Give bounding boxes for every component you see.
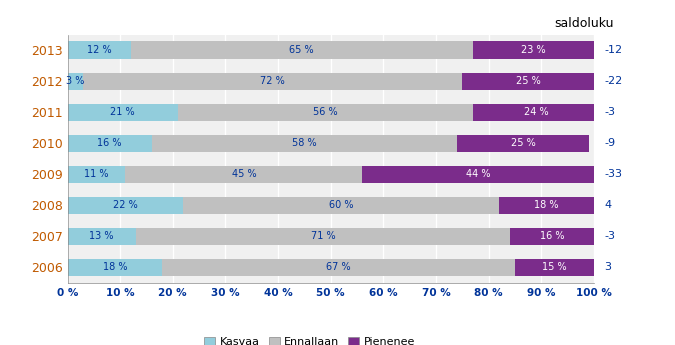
Text: -22: -22 — [605, 76, 623, 86]
Bar — [136, 228, 510, 245]
Text: 22 %: 22 % — [113, 200, 138, 210]
Bar — [68, 41, 131, 59]
Text: 25 %: 25 % — [516, 76, 541, 86]
Text: 18 %: 18 % — [103, 263, 127, 272]
Text: 13 %: 13 % — [90, 231, 114, 241]
Text: 23 %: 23 % — [521, 45, 546, 55]
Text: 24 %: 24 % — [524, 107, 548, 117]
Text: 56 %: 56 % — [313, 107, 338, 117]
Text: saldoluku: saldoluku — [555, 17, 614, 30]
Bar — [68, 72, 83, 90]
Text: 16 %: 16 % — [539, 231, 564, 241]
Text: 71 %: 71 % — [310, 231, 335, 241]
Bar — [500, 197, 594, 214]
Bar — [462, 72, 594, 90]
Text: 3 %: 3 % — [66, 76, 84, 86]
Bar — [68, 197, 184, 214]
Bar — [131, 41, 473, 59]
Text: 11 %: 11 % — [84, 169, 109, 179]
Bar — [162, 259, 515, 276]
Text: -9: -9 — [605, 138, 616, 148]
Text: 67 %: 67 % — [326, 263, 351, 272]
Bar — [152, 135, 457, 152]
Text: 12 %: 12 % — [87, 45, 111, 55]
Text: 44 %: 44 % — [466, 169, 491, 179]
Text: -3: -3 — [605, 107, 616, 117]
Bar — [510, 228, 594, 245]
Text: -33: -33 — [605, 169, 622, 179]
Text: 4: 4 — [605, 200, 612, 210]
Text: 45 %: 45 % — [232, 169, 256, 179]
Bar — [68, 228, 136, 245]
Text: -3: -3 — [605, 231, 616, 241]
Text: 18 %: 18 % — [535, 200, 559, 210]
Bar — [83, 72, 462, 90]
Legend: Kasvaa, Ennallaan, Pienenee: Kasvaa, Ennallaan, Pienenee — [200, 333, 420, 345]
Bar — [68, 104, 178, 121]
Bar — [473, 41, 594, 59]
Bar — [178, 104, 473, 121]
Text: 3: 3 — [605, 263, 612, 272]
Text: 65 %: 65 % — [290, 45, 314, 55]
Bar — [184, 197, 500, 214]
Bar — [68, 259, 162, 276]
Text: 72 %: 72 % — [261, 76, 286, 86]
Text: 15 %: 15 % — [542, 263, 567, 272]
Bar — [68, 135, 152, 152]
Text: 25 %: 25 % — [510, 138, 535, 148]
Bar — [457, 135, 589, 152]
Bar — [126, 166, 362, 183]
Text: 21 %: 21 % — [111, 107, 135, 117]
Text: 58 %: 58 % — [292, 138, 317, 148]
Text: 60 %: 60 % — [329, 200, 354, 210]
Text: 16 %: 16 % — [97, 138, 122, 148]
Bar — [473, 104, 599, 121]
Text: -12: -12 — [605, 45, 622, 55]
Bar — [362, 166, 594, 183]
Bar — [515, 259, 594, 276]
Bar — [68, 166, 126, 183]
